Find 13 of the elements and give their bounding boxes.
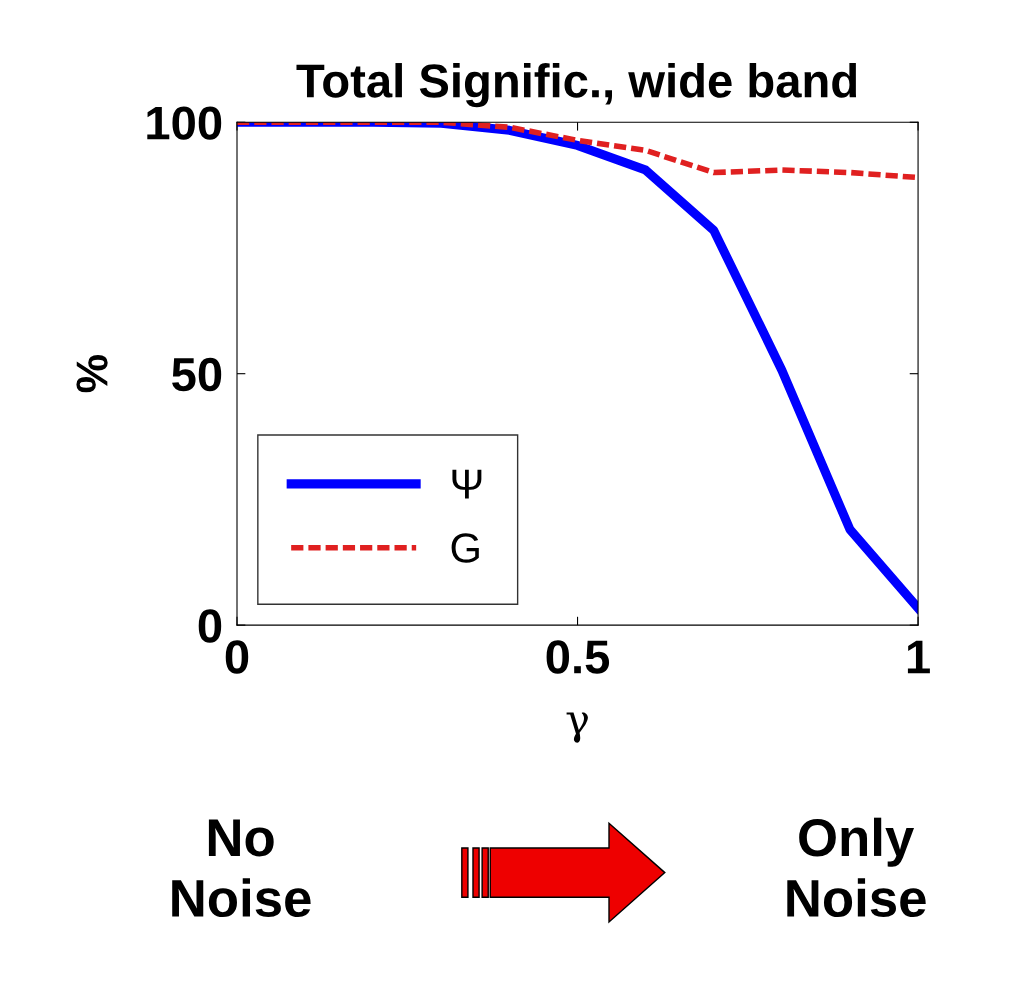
legend-label: Ψ [452,469,482,499]
y-tick-label: 0 [198,609,222,643]
text: Only Noise [787,817,926,918]
y-tick-label: 50 [172,357,222,392]
y-axis-title: % [76,355,108,393]
x-axis-title: γ [566,712,588,743]
x-tick-label: 0.5 [546,640,610,674]
x-tick-label: 0 [225,640,249,674]
text: No Noise [172,819,311,918]
legend-label: G [451,533,479,563]
chart-title: Total Signific., wide band [296,63,857,108]
y-tick-label: 100 [147,106,222,140]
x-tick-label: 1 [907,640,930,674]
